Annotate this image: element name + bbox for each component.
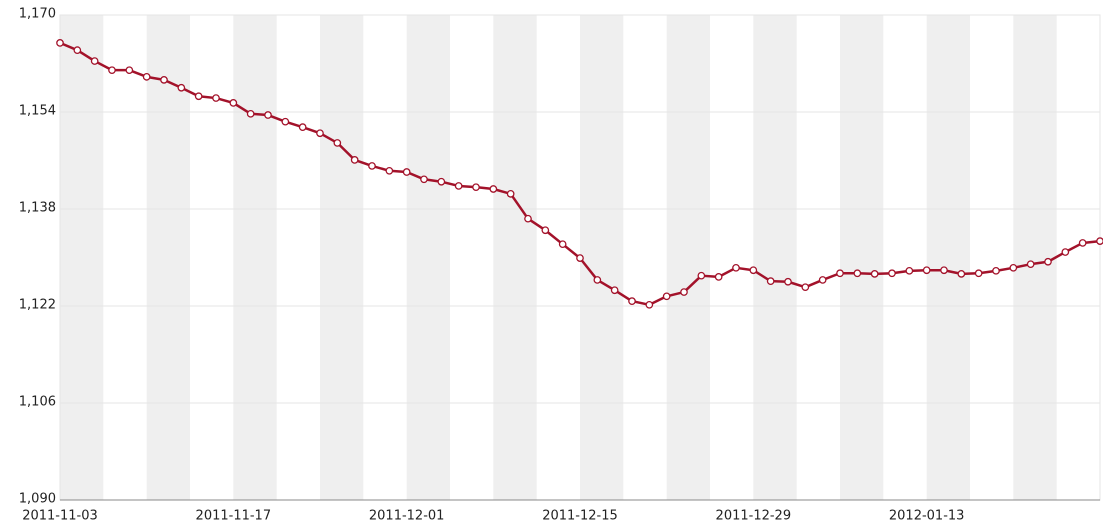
point (870, 270, 879, 278)
point (108, 66, 116, 75)
point (194, 92, 203, 101)
point (56, 39, 64, 47)
point (333, 139, 342, 147)
point (160, 76, 168, 84)
band (60, 15, 104, 500)
point (992, 266, 1000, 275)
point (714, 273, 723, 281)
point (506, 189, 515, 198)
y-tick-label: 1,154 (19, 104, 56, 119)
point (316, 129, 324, 138)
band (233, 15, 277, 500)
x-tick-label: 2011-12-15 (542, 509, 618, 524)
y-tick-label: 1,090 (19, 492, 56, 507)
point (385, 166, 394, 175)
point (212, 94, 220, 102)
y-tick-label: 1,106 (19, 395, 56, 410)
point (142, 72, 151, 81)
point (524, 214, 532, 223)
x-tick-label: 2011-11-17 (196, 509, 272, 524)
y-tick-label: 1,138 (19, 201, 56, 216)
point (784, 277, 792, 286)
point (922, 266, 931, 275)
point (749, 266, 758, 275)
point (437, 177, 446, 186)
point (402, 168, 411, 176)
band (580, 15, 624, 500)
point (957, 270, 966, 278)
x-tick-label: 2012-01-13 (889, 509, 965, 524)
point (472, 183, 480, 192)
point (888, 269, 896, 278)
band (840, 15, 884, 500)
x-tick-label: 2011-12-29 (716, 509, 792, 524)
point (541, 226, 550, 235)
point (628, 297, 636, 305)
band (406, 15, 450, 500)
point (593, 276, 602, 284)
point (1009, 263, 1018, 272)
point (1044, 257, 1052, 266)
band (926, 15, 970, 500)
point (905, 266, 914, 275)
point (1026, 260, 1035, 269)
point (489, 185, 498, 193)
point (298, 123, 307, 132)
point (766, 277, 775, 285)
band (1013, 15, 1057, 500)
point (246, 109, 255, 118)
x-tick-label: 2011-12-01 (369, 509, 445, 524)
point (229, 99, 238, 107)
point (1078, 239, 1087, 247)
point (662, 292, 671, 301)
point (73, 46, 82, 55)
point (974, 269, 983, 278)
point (836, 269, 844, 278)
point (680, 288, 688, 296)
point (264, 111, 272, 119)
point (697, 271, 706, 280)
band (493, 15, 537, 500)
y-tick-label: 1,122 (19, 298, 56, 313)
point (558, 240, 567, 249)
point (610, 286, 619, 295)
point (90, 57, 99, 65)
point (940, 266, 948, 275)
point (368, 162, 376, 170)
point (350, 156, 359, 164)
point (1061, 248, 1070, 256)
point (645, 300, 654, 309)
band (320, 15, 364, 500)
point (576, 254, 584, 262)
band (146, 15, 190, 500)
band (753, 15, 797, 500)
point (732, 263, 740, 272)
point (177, 83, 186, 92)
point (1096, 237, 1103, 245)
point (125, 66, 134, 75)
point (818, 276, 827, 284)
point (853, 269, 862, 278)
point (420, 175, 428, 184)
point (454, 182, 463, 190)
x-tick-label: 2011-11-03 (22, 509, 98, 524)
point (801, 283, 810, 292)
y-tick-label: 1,170 (19, 7, 56, 22)
band (666, 15, 710, 500)
point (281, 117, 290, 126)
